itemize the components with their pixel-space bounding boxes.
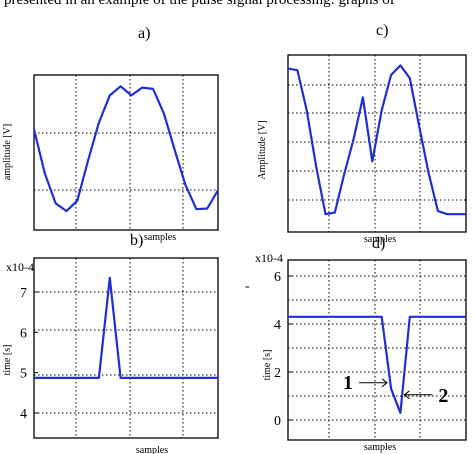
stray-dash-mark: - [245, 279, 250, 294]
y-axis-label: time [s] [262, 350, 273, 381]
y-tick-label: 7 [20, 286, 27, 301]
annotation-label-1: 1 [343, 372, 353, 394]
panel-label: b) [130, 232, 143, 249]
panel-label: c) [376, 22, 388, 39]
x-axis-label: samples [144, 232, 176, 243]
y-tick-label: 6 [20, 326, 27, 341]
panel-label: a) [138, 25, 150, 42]
plot-frame [287, 259, 467, 441]
y-axis-label: amplitude [V] [2, 124, 13, 180]
x-axis-label: samples [136, 445, 168, 454]
plot-frame [33, 257, 219, 439]
x-axis-label: samples [364, 442, 396, 453]
annotation-arrowhead-1 [381, 378, 388, 388]
top-caption: presented in an example of the pulse sig… [4, 0, 395, 8]
y-tick-label: 0 [274, 414, 281, 429]
y-tick-label: 6 [274, 270, 281, 285]
series-line [288, 315, 466, 414]
scale-multiplier-label: x10-4 [255, 251, 283, 265]
y-tick-label: 4 [20, 407, 27, 422]
panel-label: d) [372, 235, 385, 252]
annotation-label-2: 2 [438, 385, 448, 407]
x-axis-label: samples [364, 234, 396, 245]
y-tick-label: 5 [20, 367, 27, 382]
plot-frame [287, 54, 467, 233]
series-line [287, 64, 466, 216]
plot-frame [33, 74, 219, 231]
y-tick-label: 2 [274, 366, 281, 381]
series-line [32, 85, 219, 213]
y-axis-label: Amplitude [V] [257, 120, 268, 179]
y-tick-label: 4 [274, 318, 281, 333]
series-line [34, 276, 218, 379]
panel-a: a) samples amplitude [V] [2, 25, 219, 243]
scale-multiplier-label: x10-4 [6, 260, 34, 274]
panel-c: c) samples Amplitude [V] [257, 22, 467, 245]
annotation-arrowhead-2 [403, 390, 410, 400]
y-axis-label: time [s] [2, 345, 13, 376]
